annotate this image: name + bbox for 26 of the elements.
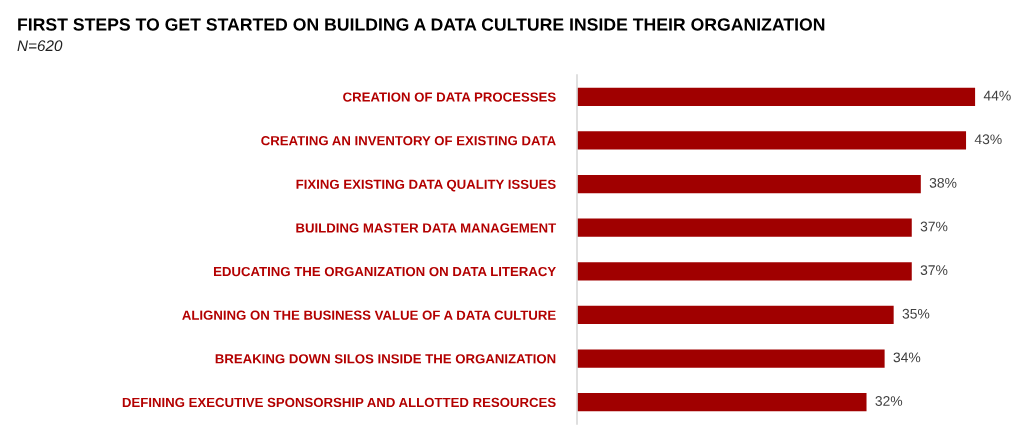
data-label: 38% bbox=[929, 177, 957, 188]
text: N=620 bbox=[17, 40, 63, 52]
y-tick-label: FIXING EXISTING DATA QUALITY ISSUES bbox=[296, 179, 556, 192]
bar bbox=[577, 349, 885, 368]
bar bbox=[577, 218, 912, 237]
y-tick-label: BUILDING MASTER DATA MANAGEMENT bbox=[296, 223, 557, 233]
data-label: 37% bbox=[920, 265, 948, 276]
bar bbox=[577, 87, 976, 106]
y-tick-label: ALIGNING ON THE BUSINESS VALUE OF A DATA CULTURE bbox=[182, 310, 556, 320]
data-label: 43% bbox=[974, 134, 1002, 145]
bar bbox=[577, 131, 967, 150]
y-tick-label: DEFINING EXECUTIVE SPONSORSHIP AND ALLOTTED RESOURCES bbox=[122, 397, 556, 408]
data-label: 37% bbox=[920, 221, 948, 232]
data-label: 32% bbox=[875, 396, 903, 406]
y-tick-label: BREAKING DOWN SILOS INSIDE THE ORGANIZATION bbox=[215, 354, 556, 364]
y-tick-label: EDUCATING THE ORGANIZATION ON DATA LITERACY bbox=[214, 266, 556, 277]
bar bbox=[577, 262, 912, 281]
y-tick-label: CREATION OF DATA PROCESSES bbox=[343, 92, 556, 102]
y-tick-label: CREATING AN INVENTORY OF EXISTING DATA bbox=[261, 136, 556, 146]
bar bbox=[577, 305, 894, 325]
text: FIRST STEPS TO GET STARTED ON BUILDING A DATA CULTURE INSIDE THEIR ORGANIZATION bbox=[18, 18, 825, 31]
data-label: 35% bbox=[902, 308, 930, 319]
data-label: 34% bbox=[893, 352, 921, 363]
bar bbox=[577, 393, 867, 412]
data-label: 44% bbox=[983, 90, 1011, 101]
bar bbox=[577, 174, 921, 194]
